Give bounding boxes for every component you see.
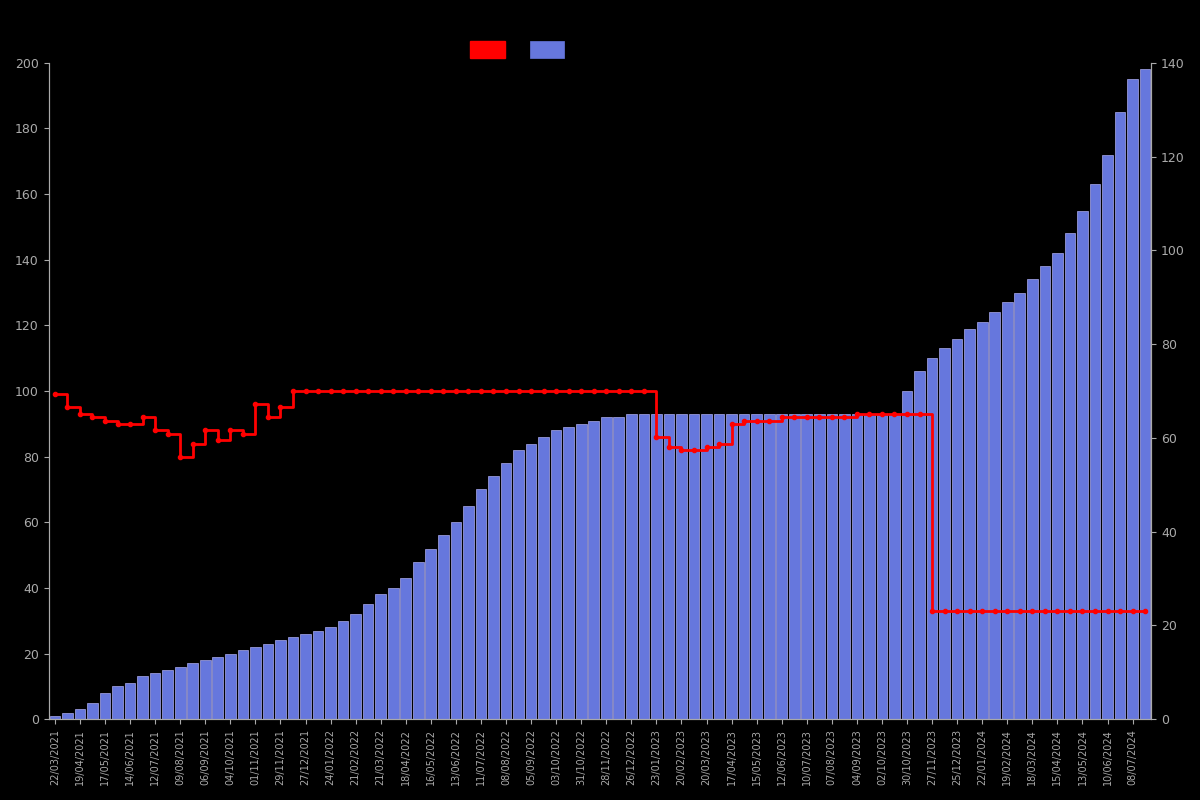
Bar: [162, 670, 173, 719]
Bar: [926, 358, 937, 719]
Bar: [401, 578, 412, 719]
Bar: [940, 348, 950, 719]
Bar: [137, 677, 148, 719]
Bar: [726, 414, 737, 719]
Bar: [224, 654, 235, 719]
Bar: [1078, 210, 1088, 719]
Bar: [112, 686, 122, 719]
Bar: [150, 674, 161, 719]
Bar: [175, 666, 186, 719]
Bar: [263, 644, 274, 719]
Bar: [990, 312, 1000, 719]
Bar: [827, 414, 838, 719]
Bar: [1014, 293, 1025, 719]
Bar: [689, 414, 700, 719]
Bar: [952, 338, 962, 719]
Bar: [426, 549, 436, 719]
Bar: [438, 535, 449, 719]
Bar: [576, 424, 587, 719]
Bar: [413, 562, 424, 719]
Legend: , : ,: [466, 37, 580, 62]
Bar: [563, 427, 574, 719]
Bar: [62, 713, 73, 719]
Bar: [88, 702, 97, 719]
Bar: [100, 693, 110, 719]
Bar: [475, 490, 486, 719]
Bar: [1027, 279, 1038, 719]
Bar: [788, 414, 799, 719]
Bar: [238, 650, 248, 719]
Bar: [250, 647, 260, 719]
Bar: [701, 414, 712, 719]
Bar: [852, 414, 863, 719]
Bar: [450, 522, 461, 719]
Bar: [539, 437, 548, 719]
Bar: [901, 391, 912, 719]
Bar: [514, 450, 524, 719]
Bar: [839, 414, 850, 719]
Bar: [1039, 266, 1050, 719]
Bar: [601, 418, 612, 719]
Bar: [200, 660, 210, 719]
Bar: [864, 414, 875, 719]
Bar: [739, 414, 750, 719]
Bar: [1103, 154, 1112, 719]
Bar: [977, 322, 988, 719]
Bar: [764, 414, 774, 719]
Bar: [613, 418, 624, 719]
Bar: [751, 414, 762, 719]
Bar: [49, 716, 60, 719]
Bar: [877, 414, 887, 719]
Bar: [362, 604, 373, 719]
Bar: [300, 634, 311, 719]
Bar: [714, 414, 725, 719]
Bar: [350, 614, 361, 719]
Bar: [551, 430, 562, 719]
Bar: [814, 414, 824, 719]
Bar: [1052, 253, 1063, 719]
Bar: [1115, 112, 1126, 719]
Bar: [325, 627, 336, 719]
Bar: [288, 637, 299, 719]
Bar: [664, 414, 674, 719]
Bar: [74, 710, 85, 719]
Bar: [889, 414, 900, 719]
Bar: [1090, 184, 1100, 719]
Bar: [802, 414, 812, 719]
Bar: [337, 621, 348, 719]
Bar: [275, 640, 286, 719]
Bar: [187, 663, 198, 719]
Bar: [638, 414, 649, 719]
Bar: [914, 371, 925, 719]
Bar: [588, 421, 599, 719]
Bar: [776, 414, 787, 719]
Bar: [1140, 70, 1151, 719]
Bar: [488, 476, 499, 719]
Bar: [1002, 302, 1013, 719]
Bar: [500, 463, 511, 719]
Bar: [313, 630, 323, 719]
Bar: [1127, 79, 1138, 719]
Bar: [526, 443, 536, 719]
Bar: [212, 657, 223, 719]
Bar: [965, 329, 976, 719]
Bar: [1064, 234, 1075, 719]
Bar: [125, 683, 136, 719]
Bar: [376, 594, 386, 719]
Bar: [388, 588, 398, 719]
Bar: [652, 414, 661, 719]
Bar: [463, 506, 474, 719]
Bar: [626, 414, 637, 719]
Bar: [676, 414, 686, 719]
